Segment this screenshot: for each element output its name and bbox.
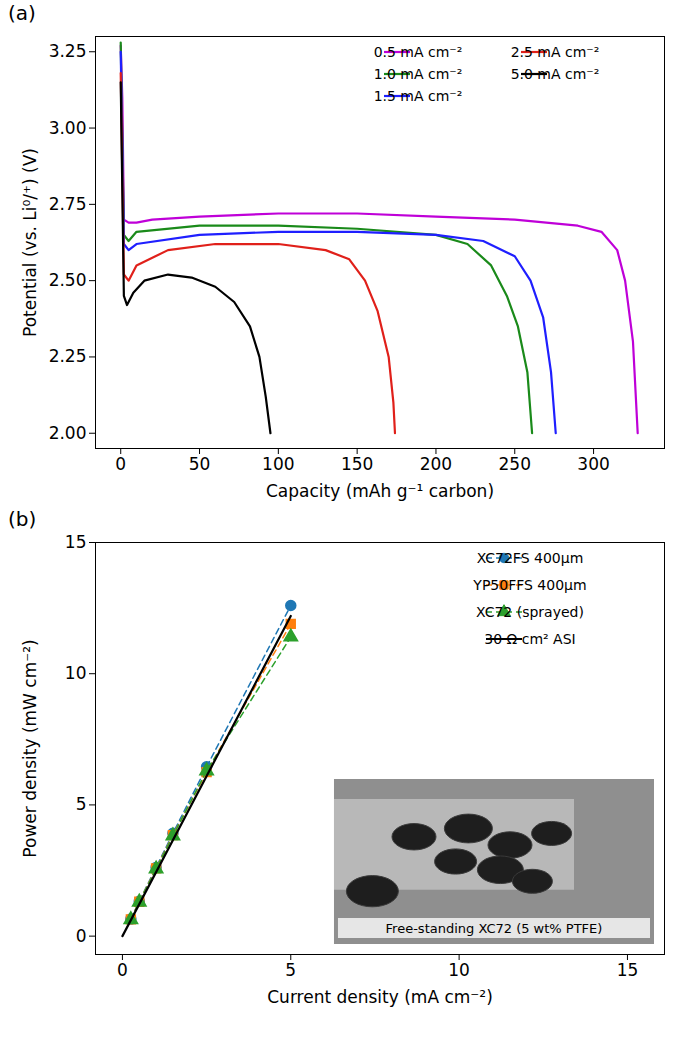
svg-text:5: 5 bbox=[285, 960, 296, 980]
svg-text:50: 50 bbox=[189, 454, 211, 474]
svg-text:15: 15 bbox=[617, 960, 639, 980]
html-text:(b): (b) bbox=[8, 507, 37, 531]
svg-text:0: 0 bbox=[115, 454, 126, 474]
svg-text:2.75: 2.75 bbox=[49, 194, 87, 214]
svg-text:150: 150 bbox=[341, 454, 373, 474]
svg-text:15: 15 bbox=[65, 532, 87, 552]
svg-text:5.0 mA cm⁻²: 5.0 mA cm⁻² bbox=[511, 66, 600, 82]
svg-text:30 Ω cm² ASI: 30 Ω cm² ASI bbox=[484, 631, 575, 647]
svg-text:250: 250 bbox=[499, 454, 531, 474]
svg-text:2.5 mA cm⁻²: 2.5 mA cm⁻² bbox=[511, 44, 600, 60]
svg-text:0: 0 bbox=[117, 960, 128, 980]
svg-text:2.00: 2.00 bbox=[49, 423, 87, 443]
svg-text:Current density (mA cm⁻²): Current density (mA cm⁻²) bbox=[267, 987, 493, 1007]
svg-text:3.25: 3.25 bbox=[49, 41, 87, 61]
svg-text:Potential (vs. Li⁰/⁺) (V): Potential (vs. Li⁰/⁺) (V) bbox=[20, 148, 40, 337]
svg-text:Power density (mW cm⁻²): Power density (mW cm⁻²) bbox=[20, 639, 40, 857]
svg-text:1.0 mA cm⁻²: 1.0 mA cm⁻² bbox=[374, 66, 463, 82]
html-text:(a): (a) bbox=[8, 1, 36, 25]
svg-text:YP50FFS 400µm: YP50FFS 400µm bbox=[472, 577, 586, 593]
svg-text:100: 100 bbox=[262, 454, 294, 474]
svg-text:300: 300 bbox=[577, 454, 609, 474]
svg-text:2.25: 2.25 bbox=[49, 346, 87, 366]
svg-text:0: 0 bbox=[76, 926, 87, 946]
svg-text:3.00: 3.00 bbox=[49, 117, 87, 137]
svg-text:XC72FS 400µm: XC72FS 400µm bbox=[477, 550, 584, 566]
svg-text:Free-standing XC72 (5 wt% PTFE: Free-standing XC72 (5 wt% PTFE) bbox=[386, 921, 603, 936]
svg-text:10: 10 bbox=[448, 960, 470, 980]
svg-text:Capacity (mAh g⁻¹ carbon): Capacity (mAh g⁻¹ carbon) bbox=[266, 481, 494, 501]
svg-text:5: 5 bbox=[76, 794, 87, 814]
svg-text:200: 200 bbox=[420, 454, 452, 474]
svg-text:2.50: 2.50 bbox=[49, 270, 87, 290]
svg-text:1.5 mA cm⁻²: 1.5 mA cm⁻² bbox=[374, 88, 463, 104]
svg-text:XC72 (sprayed): XC72 (sprayed) bbox=[476, 604, 584, 620]
svg-text:10: 10 bbox=[65, 663, 87, 683]
svg-text:0.5 mA cm⁻²: 0.5 mA cm⁻² bbox=[374, 44, 463, 60]
